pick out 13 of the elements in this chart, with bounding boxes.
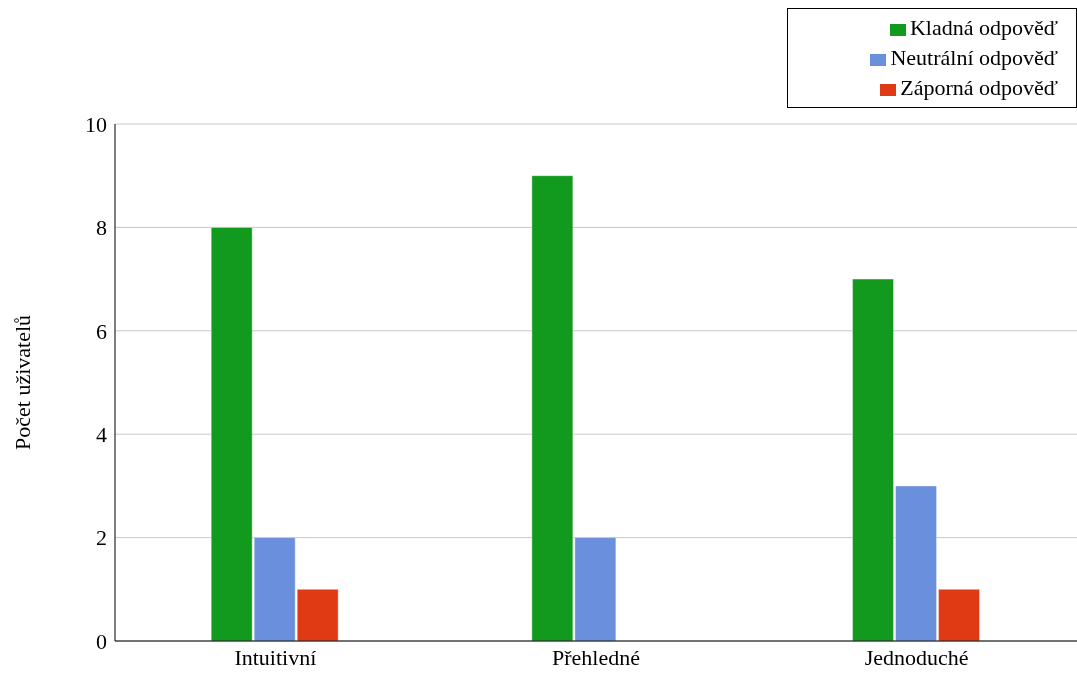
y-axis-title: Počet uživatelů xyxy=(9,314,35,451)
x-tick-label: Přehledné xyxy=(552,644,640,670)
x-tick-label: Intuitivní xyxy=(234,644,317,670)
y-tick-label: 8 xyxy=(96,215,107,241)
legend-label: Kladná odpověď xyxy=(909,15,1058,40)
y-tick-label: 0 xyxy=(96,628,107,654)
legend-label: Záporná odpověď xyxy=(900,75,1058,100)
y-tick-label: 4 xyxy=(96,422,107,448)
y-tick-label: 10 xyxy=(85,111,107,137)
y-tick-label: 6 xyxy=(96,318,107,344)
legend-label: Neutrální odpověď xyxy=(890,45,1058,70)
y-tick-label: 2 xyxy=(96,525,107,551)
x-tick-label: Jednoduché xyxy=(864,644,969,670)
